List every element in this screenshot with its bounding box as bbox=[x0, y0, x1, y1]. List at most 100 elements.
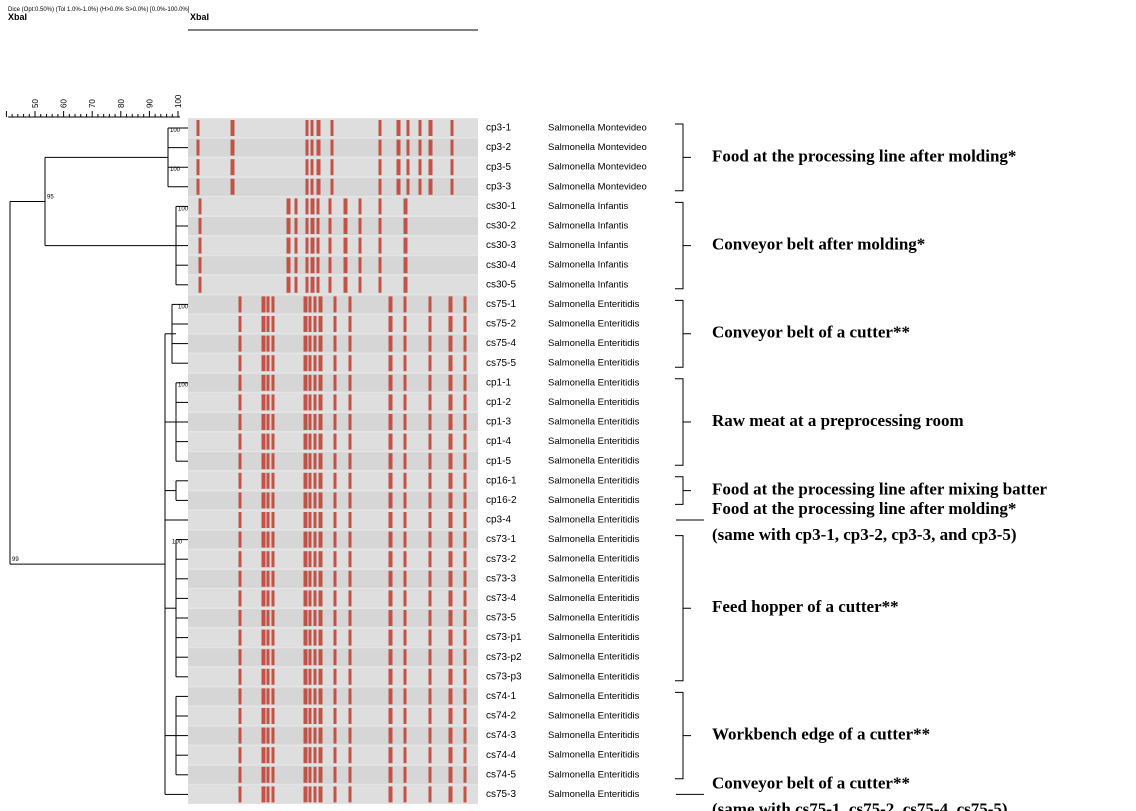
gel-band bbox=[239, 747, 242, 763]
gel-band bbox=[311, 159, 314, 175]
gel-band bbox=[389, 649, 393, 665]
gel-band bbox=[267, 551, 270, 567]
gel-band bbox=[272, 453, 275, 469]
species: Salmonella Enteritidis bbox=[548, 436, 640, 447]
isolate-id: cs73-5 bbox=[486, 613, 516, 624]
gel-band bbox=[464, 375, 467, 391]
gel-band bbox=[272, 669, 275, 685]
gel-band bbox=[329, 257, 332, 273]
bracket bbox=[675, 692, 691, 778]
gel-band bbox=[262, 649, 266, 665]
gel-band bbox=[319, 394, 323, 410]
gel-band bbox=[319, 669, 323, 685]
gel-band bbox=[349, 375, 352, 391]
species: Salmonella Enteritidis bbox=[548, 417, 640, 428]
gel-band bbox=[449, 434, 453, 450]
gel-band bbox=[389, 571, 393, 587]
bracket bbox=[675, 536, 691, 681]
gel-band bbox=[404, 630, 407, 646]
gel-band bbox=[334, 767, 337, 783]
enzyme-label: XbaI bbox=[190, 12, 209, 22]
gel-band bbox=[239, 355, 242, 371]
gel-band bbox=[304, 669, 308, 685]
species: Salmonella Enteritidis bbox=[548, 593, 640, 604]
isolate-id: cs74-3 bbox=[486, 730, 516, 741]
gel-band bbox=[262, 355, 266, 371]
gel-band bbox=[272, 394, 275, 410]
gel-band bbox=[397, 140, 401, 156]
gel-band bbox=[267, 767, 270, 783]
gel-band bbox=[464, 630, 467, 646]
gel-band bbox=[314, 492, 317, 508]
gel-band bbox=[451, 179, 454, 195]
gel-band bbox=[349, 610, 352, 626]
gel-band bbox=[272, 375, 275, 391]
bracket bbox=[675, 477, 691, 505]
gel-band bbox=[319, 316, 323, 332]
gel-band bbox=[267, 688, 270, 704]
gel-band bbox=[304, 355, 308, 371]
gel-band bbox=[331, 140, 334, 156]
gel-band bbox=[449, 473, 453, 489]
isolate-id: cs75-5 bbox=[486, 358, 516, 369]
gel-band bbox=[309, 414, 312, 430]
gel-band bbox=[309, 708, 312, 724]
gel-band bbox=[344, 238, 348, 254]
gel-band bbox=[304, 688, 308, 704]
gel-band bbox=[404, 218, 408, 234]
gel-band bbox=[304, 414, 308, 430]
species: Salmonella Enteritidis bbox=[548, 299, 640, 310]
gel-lane bbox=[188, 315, 478, 333]
gel-band bbox=[272, 355, 275, 371]
gel-band bbox=[334, 610, 337, 626]
gel-band bbox=[404, 277, 408, 293]
isolate-id: cs75-4 bbox=[486, 338, 516, 349]
gel-lane bbox=[188, 256, 478, 274]
gel-band bbox=[389, 434, 393, 450]
gel-band bbox=[349, 414, 352, 430]
gel-band bbox=[319, 571, 323, 587]
bracket bbox=[675, 379, 691, 465]
gel-band bbox=[389, 708, 393, 724]
isolate-id: cs73-3 bbox=[486, 573, 516, 584]
gel-lane bbox=[188, 629, 478, 647]
species: Salmonella Enteritidis bbox=[548, 475, 640, 486]
species: Salmonella Enteritidis bbox=[548, 613, 640, 624]
gel-band bbox=[239, 532, 242, 548]
gel-band bbox=[429, 786, 432, 802]
gel-band bbox=[267, 571, 270, 587]
gel-band bbox=[404, 728, 407, 744]
scale-label: 100 bbox=[174, 94, 183, 108]
gel-band bbox=[272, 316, 275, 332]
gel-band bbox=[429, 316, 432, 332]
gel-band bbox=[464, 316, 467, 332]
gel-band bbox=[319, 688, 323, 704]
isolate-id: cp1-1 bbox=[486, 377, 511, 388]
gel-band bbox=[317, 238, 320, 254]
gel-band bbox=[404, 296, 407, 312]
gel-band bbox=[231, 159, 235, 175]
gel-band bbox=[349, 355, 352, 371]
gel-band bbox=[404, 198, 408, 214]
gel-band bbox=[429, 492, 432, 508]
gel-band bbox=[314, 708, 317, 724]
gel-band bbox=[319, 767, 323, 783]
gel-band bbox=[306, 238, 309, 254]
gel-band bbox=[464, 512, 467, 528]
gel-band bbox=[262, 394, 266, 410]
gel-band bbox=[389, 669, 393, 685]
gel-band bbox=[262, 551, 266, 567]
gel-band bbox=[334, 414, 337, 430]
gel-band bbox=[239, 590, 242, 606]
gel-band bbox=[389, 728, 393, 744]
gel-band bbox=[334, 512, 337, 528]
gel-band bbox=[309, 492, 312, 508]
gel-band bbox=[309, 649, 312, 665]
gel-band bbox=[389, 394, 393, 410]
gel-band bbox=[309, 747, 312, 763]
gel-band bbox=[349, 767, 352, 783]
gel-band bbox=[349, 434, 352, 450]
gel-band bbox=[379, 179, 382, 195]
gel-lane bbox=[188, 550, 478, 568]
gel-band bbox=[267, 453, 270, 469]
